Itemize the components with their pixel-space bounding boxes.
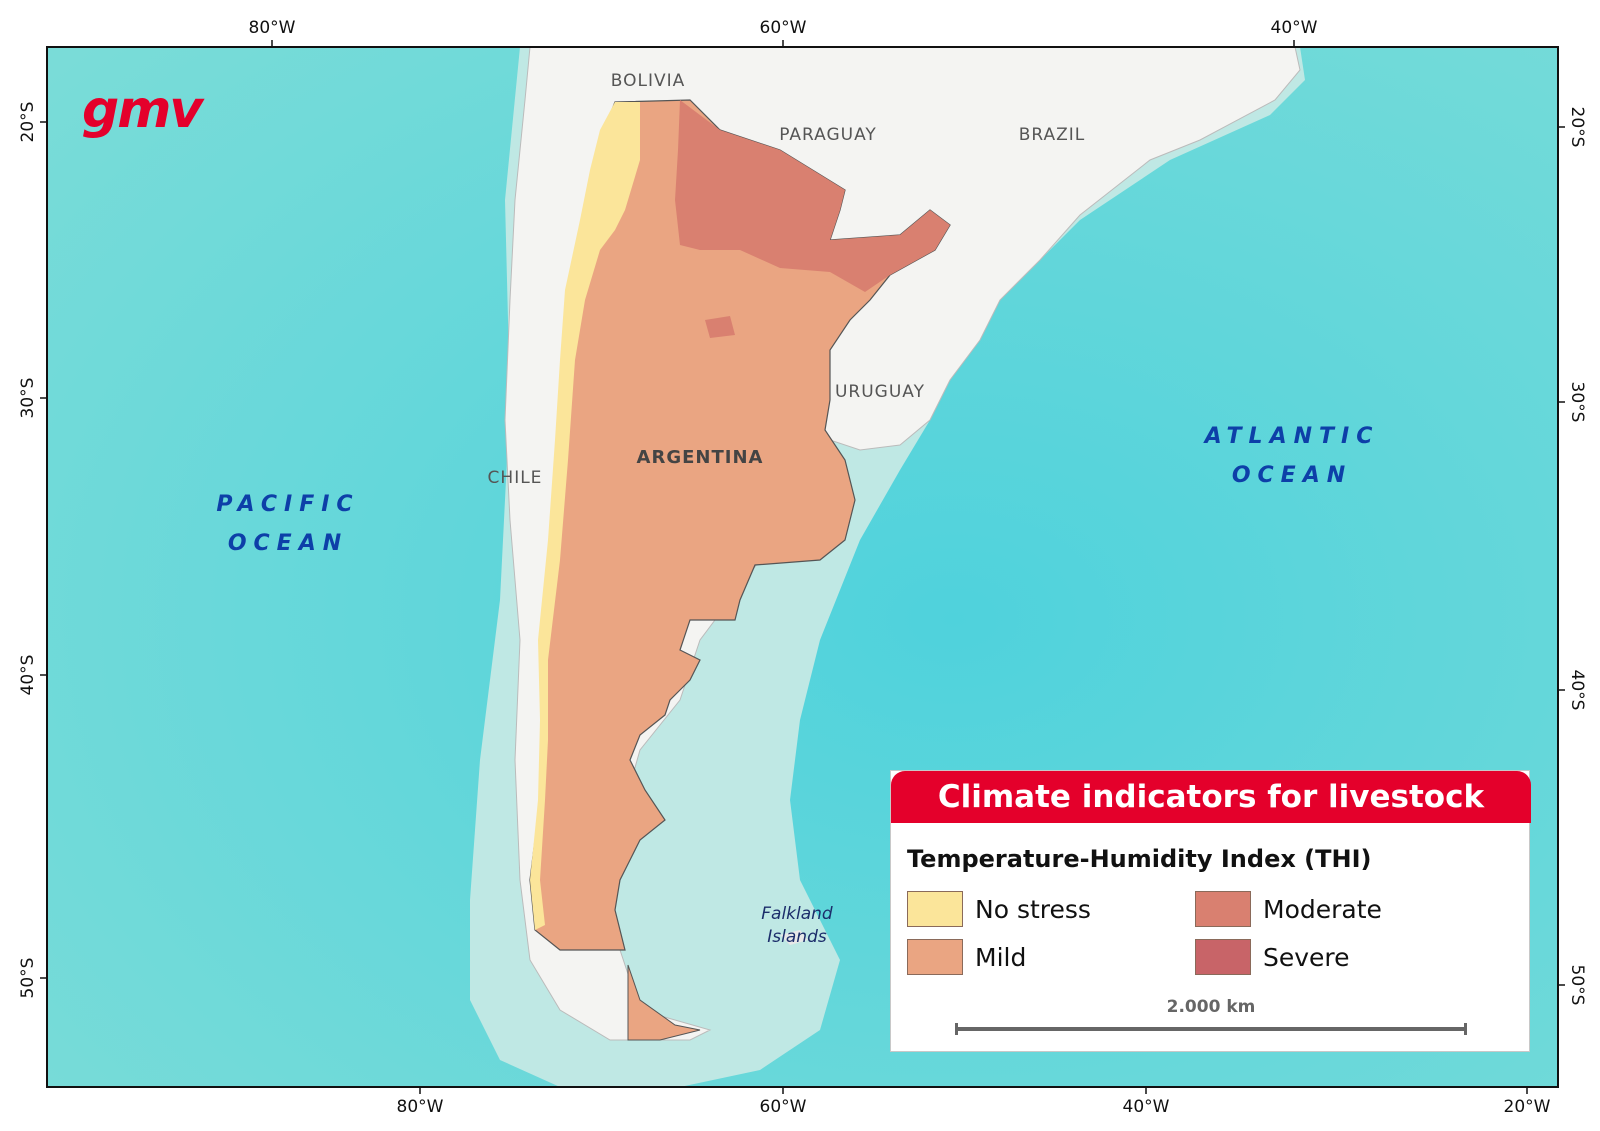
legend-title: Climate indicators for livestock — [891, 771, 1531, 823]
lon-bottom-3: 40°W — [1123, 1097, 1170, 1117]
argentina-no-stress — [530, 102, 640, 930]
legend-panel: Climate indicators for livestock Tempera… — [890, 770, 1531, 1052]
lat-right-1: 20°S — [1567, 107, 1587, 148]
legend-swatch-moderate — [1195, 891, 1251, 927]
label-falkland-2: Islands — [767, 927, 827, 947]
lat-left-4: 50°S — [18, 958, 38, 999]
legend-label-no-stress: No stress — [975, 894, 1091, 924]
legend-subtitle: Temperature-Humidity Index (THI) — [907, 845, 1372, 873]
lat-right-4: 50°S — [1567, 965, 1587, 1006]
label-brazil: BRAZIL — [1019, 125, 1086, 145]
lat-right-2: 30°S — [1567, 382, 1587, 423]
label-pacific-2: OCEAN — [228, 531, 348, 556]
argentina-moderate — [675, 100, 950, 292]
scale-bar — [955, 1023, 1467, 1035]
legend-item-severe: Severe — [1195, 937, 1350, 977]
label-chile: CHILE — [488, 468, 543, 488]
label-paraguay: PARAGUAY — [779, 125, 877, 145]
label-uruguay: URUGUAY — [835, 382, 925, 402]
label-atlantic-2: OCEAN — [1232, 463, 1352, 488]
lon-top-2: 60°W — [760, 18, 807, 38]
falkland-islands-shape — [780, 930, 808, 945]
label-atlantic-1: ATLANTIC — [1203, 424, 1380, 449]
legend-item-moderate: Moderate — [1195, 889, 1382, 929]
tierra-del-fuego — [627, 964, 701, 1041]
map-frame — [46, 46, 1559, 1088]
lon-bottom-2: 60°W — [760, 1097, 807, 1117]
lat-right-3: 40°S — [1567, 670, 1587, 711]
gmv-logo: gmv — [82, 80, 203, 140]
label-argentina: ARGENTINA — [637, 447, 764, 468]
label-falkland-1: Falkland — [761, 904, 833, 924]
legend-swatch-severe — [1195, 939, 1251, 975]
lon-bottom-4: 20°W — [1504, 1097, 1551, 1117]
lat-left-2: 30°S — [18, 378, 38, 419]
legend-label-moderate: Moderate — [1263, 894, 1382, 924]
lon-top-1: 80°W — [249, 18, 296, 38]
legend-label-mild: Mild — [975, 942, 1027, 972]
lon-bottom-1: 80°W — [397, 1097, 444, 1117]
argentina-moderate-patch — [705, 316, 735, 338]
label-pacific-1: PACIFIC — [216, 492, 359, 517]
scale-bar-label: 2.000 km — [1166, 997, 1256, 1017]
lon-top-3: 40°W — [1271, 18, 1318, 38]
legend-item-mild: Mild — [907, 937, 1026, 977]
label-bolivia: BOLIVIA — [611, 71, 686, 91]
lat-left-1: 20°S — [18, 102, 38, 143]
legend-item-no-stress: No stress — [907, 889, 1091, 929]
legend-swatch-no-stress — [907, 891, 963, 927]
legend-swatch-mild — [907, 939, 963, 975]
graticule-ticks — [40, 40, 1565, 1094]
lat-left-3: 40°S — [18, 655, 38, 696]
legend-label-severe: Severe — [1263, 942, 1350, 972]
